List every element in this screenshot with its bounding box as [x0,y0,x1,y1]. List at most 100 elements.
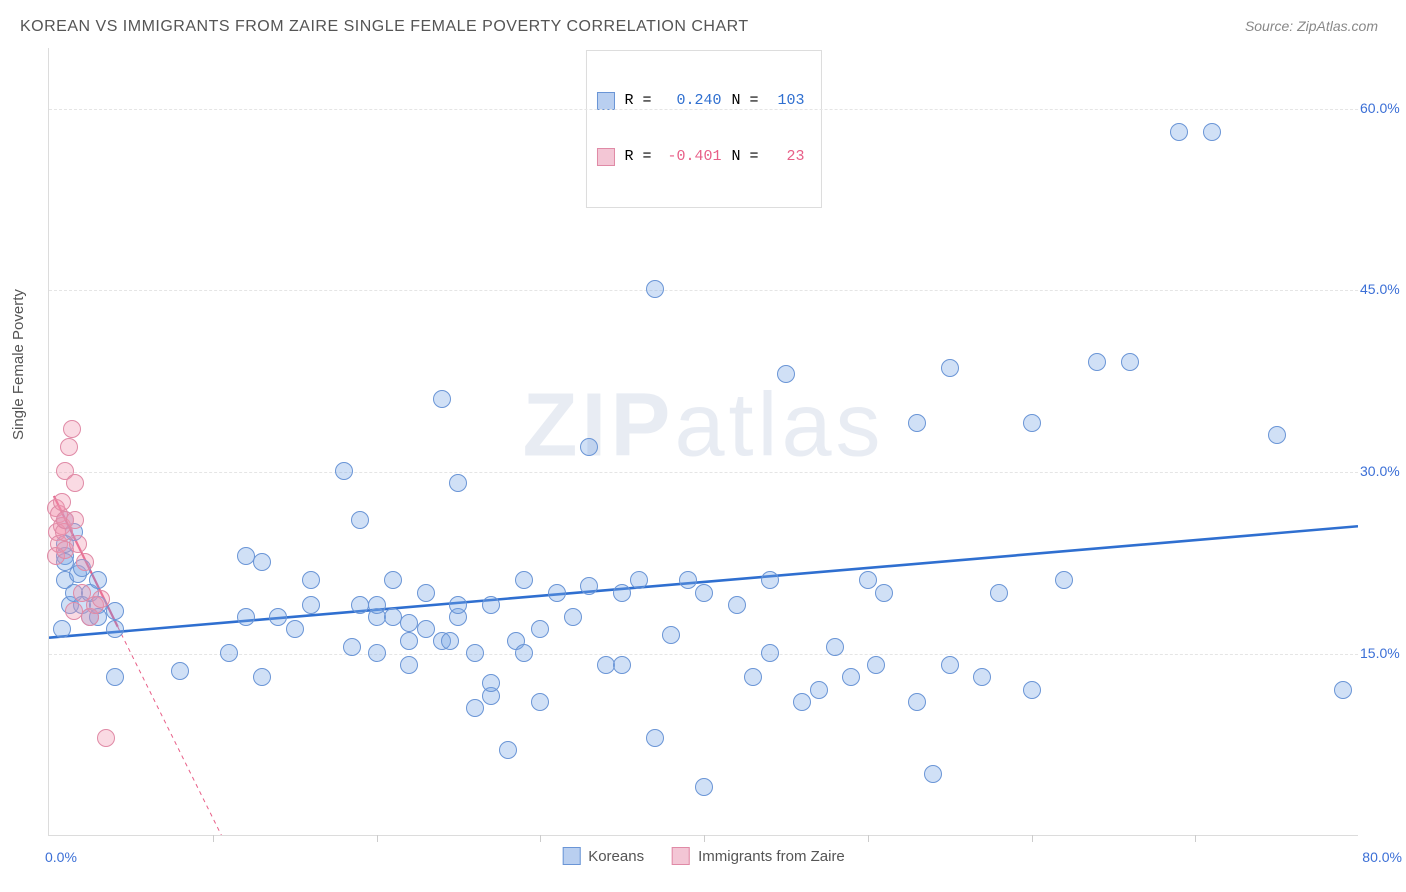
data-point-koreans [106,668,124,686]
y-tick-label: 30.0% [1360,463,1406,479]
data-point-koreans [630,571,648,589]
data-point-koreans [810,681,828,699]
data-point-koreans [744,668,762,686]
data-point-zaire [92,590,110,608]
data-point-koreans [343,638,361,656]
gridline-h [49,109,1358,110]
source-name: ZipAtlas.com [1297,18,1378,34]
data-point-koreans [1203,123,1221,141]
data-point-koreans [368,644,386,662]
data-point-koreans [351,511,369,529]
stats-row-zaire: R = -0.401 N = 23 [596,146,804,168]
x-tick [540,835,541,842]
data-point-koreans [973,668,991,686]
y-tick-label: 60.0% [1360,100,1406,116]
chart-title: KOREAN VS IMMIGRANTS FROM ZAIRE SINGLE F… [20,18,749,36]
data-point-koreans [400,656,418,674]
stats-n-label: N = [732,146,759,168]
x-tick [1195,835,1196,842]
data-point-koreans [941,656,959,674]
data-point-koreans [351,596,369,614]
data-point-koreans [220,644,238,662]
legend-label-koreans: Koreans [588,848,644,865]
data-point-koreans [597,656,615,674]
watermark-light: atlas [674,375,884,475]
source-attribution: Source: ZipAtlas.com [1245,18,1378,34]
data-point-koreans [1055,571,1073,589]
data-point-koreans [53,620,71,638]
data-point-koreans [441,632,459,650]
data-point-koreans [466,699,484,717]
data-point-koreans [761,644,779,662]
legend-label-zaire: Immigrants from Zaire [698,848,845,865]
x-tick [377,835,378,842]
data-point-koreans [1023,414,1041,432]
data-point-koreans [466,644,484,662]
data-point-zaire [97,729,115,747]
y-tick-label: 45.0% [1360,281,1406,297]
data-point-zaire [76,553,94,571]
stats-n-zaire: 23 [769,146,805,168]
legend-entry-koreans: Koreans [562,847,644,865]
data-point-koreans [646,729,664,747]
data-point-zaire [66,511,84,529]
data-point-koreans [106,620,124,638]
x-tick [704,835,705,842]
stats-r-label: R = [624,146,651,168]
y-axis-label: Single Female Poverty [10,289,27,440]
data-point-zaire [53,493,71,511]
data-point-koreans [761,571,779,589]
data-point-koreans [728,596,746,614]
data-point-koreans [1121,353,1139,371]
data-point-koreans [695,584,713,602]
x-tick [868,835,869,842]
data-point-koreans [400,614,418,632]
data-point-koreans [875,584,893,602]
legend-swatch-koreans [562,847,580,865]
data-point-koreans [384,608,402,626]
data-point-koreans [793,693,811,711]
x-axis-max-label: 80.0% [1362,849,1402,865]
data-point-koreans [269,608,287,626]
data-point-koreans [171,662,189,680]
gridline-h [49,654,1358,655]
data-point-koreans [548,584,566,602]
data-point-koreans [531,620,549,638]
data-point-koreans [908,414,926,432]
data-point-koreans [253,668,271,686]
data-point-koreans [286,620,304,638]
plot-area: ZIPatlas R = 0.240 N = 103 R = -0.401 N … [48,48,1358,836]
x-tick [1032,835,1033,842]
data-point-koreans [842,668,860,686]
data-point-koreans [777,365,795,383]
watermark-bold: ZIP [522,375,674,475]
data-point-koreans [335,462,353,480]
data-point-zaire [65,602,83,620]
data-point-koreans [499,741,517,759]
data-point-koreans [253,553,271,571]
swatch-koreans [596,92,614,110]
legend-entry-zaire: Immigrants from Zaire [672,847,845,865]
data-point-koreans [695,778,713,796]
data-point-koreans [580,438,598,456]
data-point-koreans [867,656,885,674]
header-row: KOREAN VS IMMIGRANTS FROM ZAIRE SINGLE F… [20,18,1378,36]
swatch-zaire [596,148,614,166]
data-point-koreans [237,608,255,626]
data-point-koreans [1268,426,1286,444]
data-point-koreans [89,571,107,589]
x-tick [213,835,214,842]
data-point-koreans [826,638,844,656]
data-point-koreans [859,571,877,589]
data-point-koreans [580,577,598,595]
data-point-koreans [1023,681,1041,699]
bottom-legend: Koreans Immigrants from Zaire [562,847,845,865]
data-point-koreans [368,596,386,614]
x-axis-min-label: 0.0% [45,849,77,865]
data-point-zaire [66,474,84,492]
data-point-zaire [69,535,87,553]
data-point-koreans [613,656,631,674]
data-point-zaire [63,420,81,438]
data-point-koreans [908,693,926,711]
data-point-koreans [482,674,500,692]
